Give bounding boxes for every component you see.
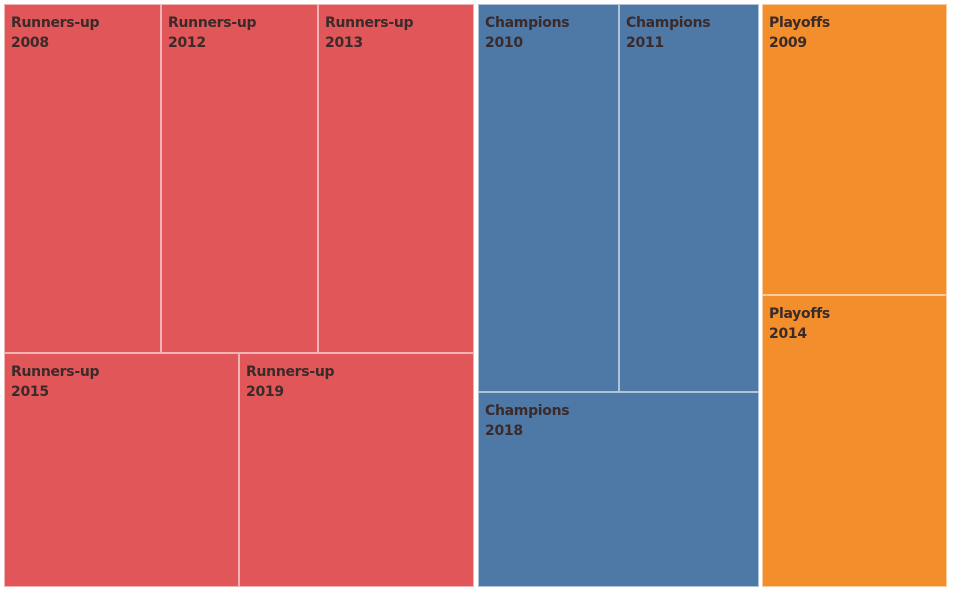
- treemap-tile-runners-up-2013[interactable]: Runners-up 2013: [318, 4, 474, 353]
- tile-label: Runners-up 2008: [11, 13, 100, 53]
- tile-year-label: 2014: [769, 326, 807, 342]
- tile-year-label: 2009: [769, 35, 807, 51]
- tile-label: Runners-up 2019: [246, 362, 335, 402]
- tile-label: Champions 2011: [626, 13, 711, 53]
- tile-label: Playoffs 2009: [769, 13, 830, 53]
- tile-category-label: Runners-up: [168, 15, 257, 31]
- tile-year-label: 2012: [168, 35, 206, 51]
- tile-year-label: 2011: [626, 35, 664, 51]
- treemap-tile-runners-up-2008[interactable]: Runners-up 2008: [4, 4, 161, 353]
- tile-category-label: Runners-up: [246, 364, 335, 380]
- tile-label: Champions 2018: [485, 401, 570, 441]
- treemap-tile-runners-up-2015[interactable]: Runners-up 2015: [4, 353, 239, 587]
- treemap-tile-champions-2018[interactable]: Champions 2018: [478, 392, 759, 587]
- treemap-tile-champions-2011[interactable]: Champions 2011: [619, 4, 759, 392]
- tile-category-label: Runners-up: [325, 15, 414, 31]
- tile-category-label: Champions: [626, 15, 711, 31]
- tile-category-label: Champions: [485, 15, 570, 31]
- tile-year-label: 2013: [325, 35, 363, 51]
- tile-year-label: 2015: [11, 384, 49, 400]
- treemap-tile-runners-up-2012[interactable]: Runners-up 2012: [161, 4, 318, 353]
- tile-year-label: 2019: [246, 384, 284, 400]
- tile-category-label: Playoffs: [769, 306, 830, 322]
- tile-category-label: Champions: [485, 403, 570, 419]
- tile-year-label: 2010: [485, 35, 523, 51]
- tile-category-label: Runners-up: [11, 15, 100, 31]
- tile-label: Champions 2010: [485, 13, 570, 53]
- tile-label: Playoffs 2014: [769, 304, 830, 344]
- tile-year-label: 2008: [11, 35, 49, 51]
- treemap-tile-runners-up-2019[interactable]: Runners-up 2019: [239, 353, 474, 587]
- treemap-tile-champions-2010[interactable]: Champions 2010: [478, 4, 619, 392]
- tile-category-label: Playoffs: [769, 15, 830, 31]
- tile-label: Runners-up 2013: [325, 13, 414, 53]
- tile-category-label: Runners-up: [11, 364, 100, 380]
- treemap-tile-playoffs-2009[interactable]: Playoffs 2009: [762, 4, 947, 295]
- tile-label: Runners-up 2015: [11, 362, 100, 402]
- tile-year-label: 2018: [485, 423, 523, 439]
- tile-label: Runners-up 2012: [168, 13, 257, 53]
- treemap-tile-playoffs-2014[interactable]: Playoffs 2014: [762, 295, 947, 587]
